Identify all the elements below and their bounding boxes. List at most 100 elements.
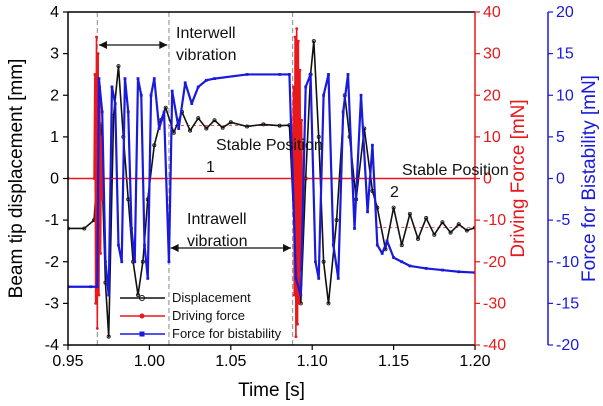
y-right-bistability-tick-label: 5	[556, 129, 565, 146]
point-bistability	[314, 260, 317, 264]
point-displacement	[212, 118, 217, 123]
point-displacement	[448, 230, 453, 235]
point-driving-force	[292, 293, 296, 297]
intrawell-arrow-head-left	[170, 244, 179, 252]
point-displacement	[228, 120, 233, 125]
point-bistability	[183, 81, 187, 85]
point-bistability	[107, 293, 111, 297]
point-displacement	[416, 236, 421, 241]
y-right-driving-tick-label: 30	[483, 46, 501, 63]
point-bistability	[100, 110, 104, 114]
point-displacement	[277, 123, 282, 128]
y-left-tick-label: -4	[45, 337, 59, 354]
point-displacement	[326, 301, 331, 306]
point-bistability	[353, 227, 356, 230]
y-left-tick-label: 3	[50, 46, 59, 63]
point-bistability	[304, 85, 308, 89]
y-left-tick-label: 4	[50, 4, 59, 21]
point-bistability	[346, 73, 350, 76]
x-tick-label: 0.95	[52, 353, 83, 370]
point-bistability	[359, 93, 363, 97]
point-driving-force	[93, 73, 97, 76]
point-displacement	[220, 125, 225, 130]
point-bistability	[317, 277, 321, 280]
point-driving-force	[297, 301, 301, 305]
point-bistability	[162, 110, 166, 114]
y-right-driving-tick-label: 10	[483, 129, 501, 146]
legend-label-driving-force: Driving force	[172, 308, 245, 323]
point-displacement	[334, 218, 339, 223]
point-displacement	[106, 334, 111, 339]
y-right-bistability-tick-label: -15	[556, 295, 579, 312]
point-displacement	[245, 124, 250, 129]
point-displacement	[204, 126, 209, 131]
point-driving-force	[97, 293, 101, 297]
point-bistability	[104, 260, 107, 264]
point-bistability	[245, 73, 249, 76]
plot-area	[68, 12, 475, 345]
point-bistability	[331, 243, 335, 247]
point-driving-force	[296, 39, 300, 43]
point-bistability	[375, 243, 379, 247]
annotation-arrows	[98, 41, 292, 252]
y-right-bistability-axis-title: Force for Bistability [mN]	[579, 75, 600, 282]
legend: Displacement Driving force Force for bis…	[120, 290, 282, 341]
point-displacement	[399, 243, 404, 248]
point-bistability	[327, 73, 330, 76]
point-displacement	[311, 39, 316, 44]
point-bistability	[113, 102, 117, 105]
point-driving-force	[96, 52, 100, 56]
point-bistability	[299, 293, 303, 297]
point-displacement	[391, 205, 396, 210]
point-bistability	[385, 239, 389, 243]
point-displacement	[188, 128, 193, 133]
point-bistability	[167, 260, 171, 264]
point-displacement	[432, 232, 437, 237]
point-driving-force	[294, 335, 298, 339]
y-left-tick-label: -1	[45, 212, 59, 229]
point-displacement	[140, 259, 145, 264]
y-right-bistability-tick-label: -5	[556, 212, 570, 229]
point-bistability	[371, 143, 374, 147]
interwell-arrow	[98, 41, 168, 49]
point-bistability	[143, 243, 146, 247]
y-right-driving-tick-label: 40	[483, 4, 501, 21]
series-line-bistability	[68, 73, 475, 297]
point-bistability	[97, 77, 101, 80]
point-displacement	[424, 216, 429, 221]
series-line-displacement	[68, 40, 475, 338]
point-bistability	[392, 256, 395, 259]
interwell-arrow-head-right	[159, 41, 168, 49]
x-tick-label: 1.10	[297, 353, 328, 370]
annotation-stable1-line2: 1	[206, 159, 215, 176]
x-tick-label: 1.15	[378, 353, 409, 370]
y-left-tick-label: 1	[50, 129, 59, 146]
legend-marker-displacement	[139, 295, 145, 301]
point-bistability	[123, 77, 127, 80]
x-tick-label: 1.20	[459, 353, 490, 370]
point-bistability	[322, 93, 325, 97]
y-left-tick-label: -2	[45, 254, 59, 271]
point-bistability	[294, 277, 298, 280]
y-right-driving-axis-title: Driving Force [mN]	[508, 99, 529, 257]
series-bistability	[68, 73, 475, 297]
point-bistability	[139, 93, 143, 97]
point-driving-force	[95, 326, 99, 330]
point-bistability	[441, 268, 444, 272]
point-driving-force	[296, 322, 299, 326]
point-bistability	[341, 110, 345, 114]
point-bistability	[157, 127, 161, 130]
point-driving-force	[94, 301, 98, 305]
point-bistability	[146, 277, 150, 280]
point-bistability	[336, 277, 340, 280]
point-bistability	[204, 78, 208, 82]
point-driving-force	[293, 35, 297, 39]
point-bistability	[366, 210, 369, 214]
y-right-driving-tick-label: 0	[483, 171, 492, 188]
annotation-stable2-line2: 2	[390, 184, 399, 201]
y-left-axis-title: Beam tip displacement [mm]	[6, 59, 27, 299]
point-bistability	[408, 264, 412, 268]
point-displacement	[456, 222, 461, 227]
point-displacement	[407, 211, 412, 216]
